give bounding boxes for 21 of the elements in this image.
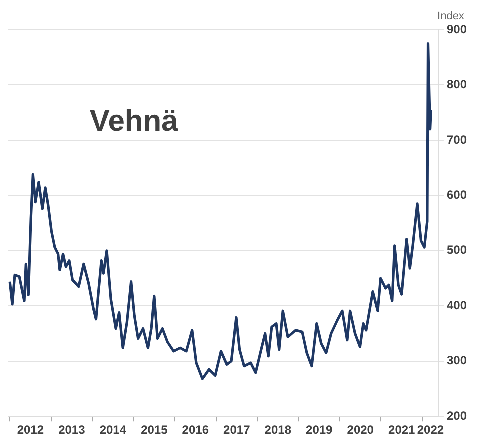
x-tick-label: 2017 [224,423,251,438]
x-tick-label: 2012 [17,423,44,438]
x-tick-label: 2020 [347,423,374,438]
x-tick-label: 2014 [100,423,127,438]
y-tick-label: 900 [446,22,468,36]
y-tick-label: 700 [446,132,468,147]
y-tick-label: 200 [446,408,468,423]
x-tick-label: 2018 [264,423,292,438]
y-tick-label: 400 [446,298,468,312]
text: Vehnä [90,105,179,138]
x-tick-label: 2019 [306,423,334,438]
y-tick-label: 300 [446,354,468,368]
y-tick-label: 800 [446,78,468,92]
y-tick-label: 600 [446,188,468,202]
x-tick-label: 2016 [182,423,210,438]
x-tick-label: 2021 [388,423,416,438]
x-tick-label: 2013 [58,423,86,438]
y-axis-title: Index [438,10,465,23]
x-tick-label: 2022 [417,423,444,438]
y-tick-label: 500 [446,243,468,258]
x-tick-label: 2015 [141,423,168,438]
